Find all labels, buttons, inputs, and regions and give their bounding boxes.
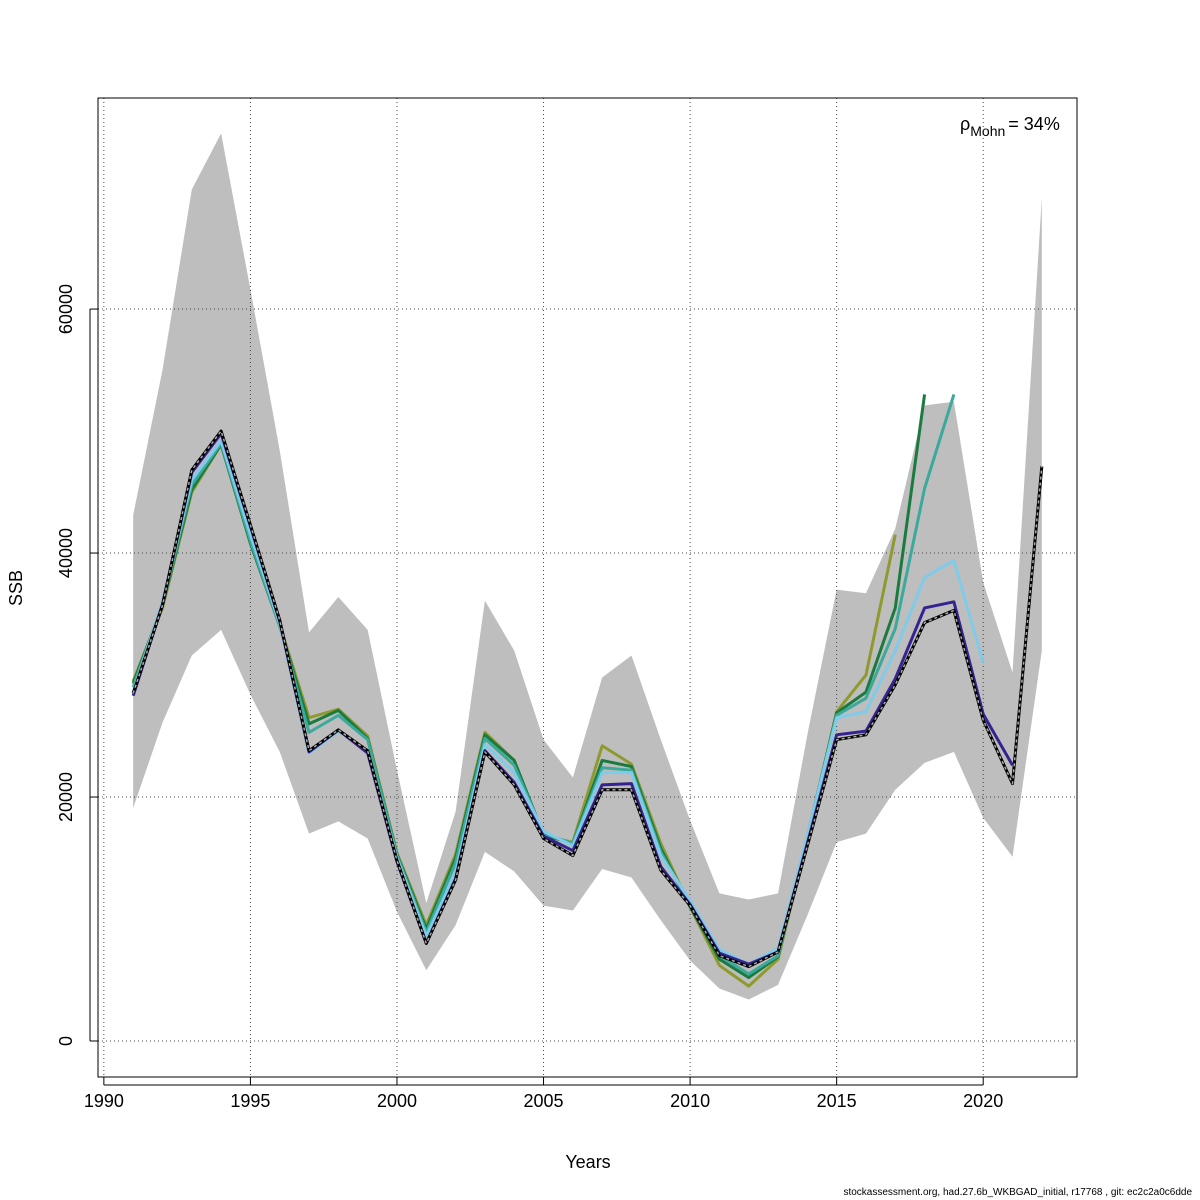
x-tick-label: 2015 xyxy=(817,1091,857,1111)
footer: stockassessment.org, had.27.6b_WKBGAD_in… xyxy=(843,1187,1192,1198)
annotation: ρMohn = 34% xyxy=(960,114,1060,139)
series-line-dash xyxy=(132,430,1043,968)
y-tick-label: 0 xyxy=(56,1036,76,1046)
x-tick-label: 2010 xyxy=(670,1091,710,1111)
x-tick-label: 2005 xyxy=(524,1091,564,1111)
x-tick-label: 2000 xyxy=(377,1091,417,1111)
annotation-text: = 34% xyxy=(1008,114,1060,134)
x-tick-label: 2020 xyxy=(963,1091,1003,1111)
y-tick-label: 60000 xyxy=(56,284,76,334)
x-axis-label: Years xyxy=(565,1152,610,1172)
x-tick-label: 1995 xyxy=(230,1091,270,1111)
confidence-band xyxy=(133,133,1042,1000)
annotation-symbol: ρ xyxy=(960,114,970,134)
y-axis-label: SSB xyxy=(6,570,26,606)
plot-frame xyxy=(97,97,1078,1078)
annotation-subscript: Mohn xyxy=(970,123,1005,139)
x-tick-label: 1990 xyxy=(84,1091,124,1111)
y-tick-label: 20000 xyxy=(56,772,76,822)
y-tick-label: 40000 xyxy=(56,528,76,578)
